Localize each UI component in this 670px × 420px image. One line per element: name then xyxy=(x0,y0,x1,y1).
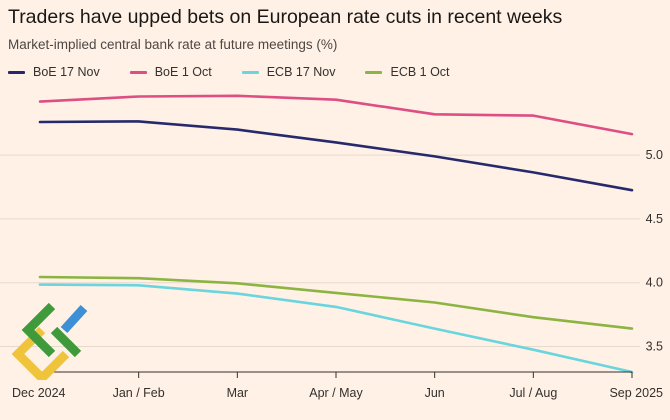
legend-item-ecb-17-nov: ECB 17 Nov xyxy=(241,65,336,79)
legend-swatch-boe-17-nov xyxy=(8,70,25,74)
x-tick-label-dec-2024: Dec 2024 xyxy=(12,386,66,400)
y-tick-label-4-5: 4.5 xyxy=(646,212,663,226)
x-axis xyxy=(39,371,633,378)
x-axis-ticks: Dec 2024 Jan / Feb Mar Apr / May Jun Jul / Au… xyxy=(12,386,663,400)
legend-label-boe-17-nov: BoE 17 Nov xyxy=(33,65,100,79)
legend-label-ecb-17-nov: ECB 17 Nov xyxy=(266,65,336,79)
y-tick-label-5-0: 5.0 xyxy=(646,148,663,162)
series-line-boe-1-oct xyxy=(38,94,634,136)
x-tick-label-jul-aug: Jul / Aug xyxy=(509,386,557,400)
y-tick-label-4-0: 4.0 xyxy=(646,276,663,290)
series-line-ecb-17-nov xyxy=(38,283,634,374)
series-line-ecb-1-oct xyxy=(38,275,634,330)
gridlines xyxy=(0,154,640,347)
legend-item-boe-1-oct: BoE 1 Oct xyxy=(129,65,212,79)
legend-label-boe-1-oct: BoE 1 Oct xyxy=(154,65,212,79)
x-tick-label-mar: Mar xyxy=(227,386,249,400)
chart-legend: BoE 17 Nov BoE 1 Oct ECB 17 Nov ECB 1 Oc… xyxy=(8,65,480,79)
y-tick-label-3-5: 3.5 xyxy=(646,339,663,353)
legend-swatch-boe-1-oct xyxy=(129,70,147,74)
x-tick-label-jan-feb: Jan / Feb xyxy=(113,386,165,400)
x-tick-label-jun: Jun xyxy=(425,386,445,400)
legend-label-ecb-1-oct: ECB 1 Oct xyxy=(390,65,450,79)
chart-subtitle: Market-implied central bank rate at futu… xyxy=(8,37,338,52)
x-tick-label-sep-2025: Sep 2025 xyxy=(609,386,663,400)
legend-item-ecb-1-oct: ECB 1 Oct xyxy=(365,65,450,79)
x-tick-label-apr-may: Apr / May xyxy=(309,386,363,400)
watermark-logo-icon xyxy=(12,302,88,380)
legend-swatch-ecb-1-oct xyxy=(365,70,383,74)
series-lines xyxy=(38,94,634,374)
chart-title: Traders have upped bets on European rate… xyxy=(8,6,563,28)
legend-item-boe-17-nov: BoE 17 Nov xyxy=(8,65,100,79)
series-line-boe-17-nov xyxy=(38,120,634,192)
y-axis-ticks: 3.5 4.0 4.5 5.0 xyxy=(646,148,663,353)
legend-swatch-ecb-17-nov xyxy=(241,70,259,74)
